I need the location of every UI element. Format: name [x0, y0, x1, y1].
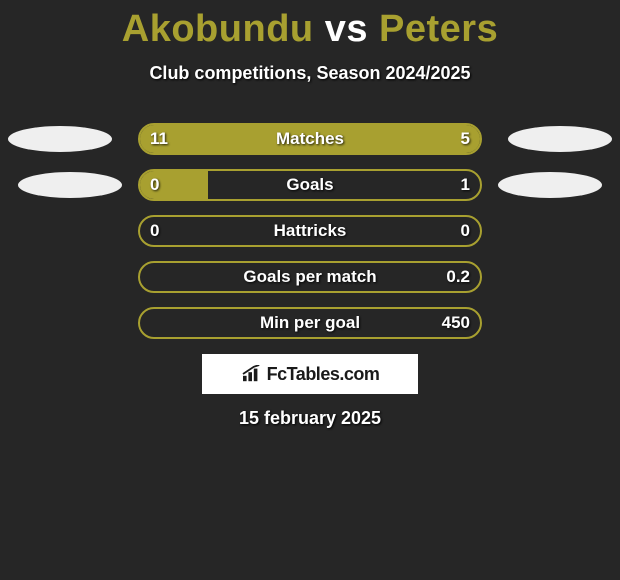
- player2-name: Peters: [379, 8, 498, 50]
- player1-badge: [8, 126, 112, 152]
- stat-label: Goals: [138, 169, 482, 201]
- stat-label: Goals per match: [138, 261, 482, 293]
- comparison-title: Akobundu vs Peters: [0, 0, 620, 51]
- stat-row: 00Hattricks: [0, 212, 620, 258]
- stat-label: Matches: [138, 123, 482, 155]
- stat-row: 0.2Goals per match: [0, 258, 620, 304]
- date-label: 15 february 2025: [0, 408, 620, 429]
- stats-rows: 115Matches01Goals00Hattricks0.2Goals per…: [0, 120, 620, 350]
- brand-text: FcTables.com: [267, 364, 380, 385]
- stat-label: Min per goal: [138, 307, 482, 339]
- brand-box: FcTables.com: [202, 354, 418, 394]
- stat-row: 450Min per goal: [0, 304, 620, 350]
- player2-badge: [508, 126, 612, 152]
- stat-label: Hattricks: [138, 215, 482, 247]
- player2-badge: [498, 172, 602, 198]
- stat-row: 01Goals: [0, 166, 620, 212]
- chart-icon: [241, 365, 263, 383]
- vs-label: vs: [325, 8, 368, 50]
- stat-row: 115Matches: [0, 120, 620, 166]
- subtitle: Club competitions, Season 2024/2025: [0, 63, 620, 84]
- player1-name: Akobundu: [122, 8, 314, 50]
- player1-badge: [18, 172, 122, 198]
